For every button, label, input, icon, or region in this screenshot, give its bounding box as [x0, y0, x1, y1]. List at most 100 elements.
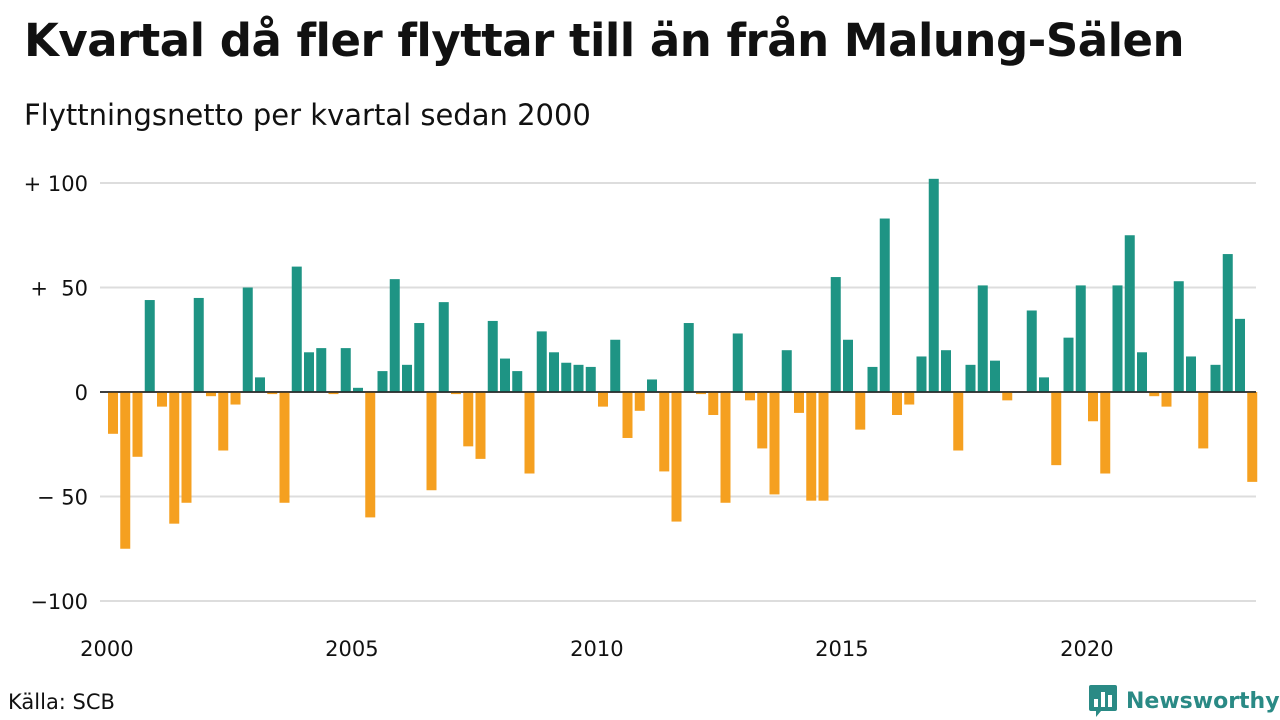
bar [561, 362, 572, 392]
bar [916, 356, 927, 392]
bar [1026, 310, 1037, 392]
x-tick-label: 2020 [1060, 637, 1113, 661]
bar [953, 392, 964, 451]
bar [928, 178, 939, 392]
bar [671, 392, 682, 522]
bar [1161, 392, 1172, 407]
source-note: Källa: SCB [8, 690, 115, 714]
bar [781, 350, 792, 392]
bar [879, 218, 890, 392]
bar [218, 392, 229, 451]
bar [769, 392, 780, 495]
y-tick-label: + 100 [24, 172, 88, 196]
chart-subtitle: Flyttningsnetto per kvartal sedan 2000 [24, 98, 591, 132]
bar [426, 392, 437, 491]
bar [414, 323, 425, 392]
bar [1112, 285, 1123, 392]
bar [855, 392, 866, 430]
bar [402, 364, 412, 392]
bar [1198, 392, 1209, 449]
y-tick-label: −100 [30, 590, 88, 614]
bar [622, 392, 633, 438]
y-tick-label: − 50 [37, 486, 88, 510]
bar [1002, 392, 1013, 401]
bar [120, 392, 131, 549]
bar [206, 392, 216, 397]
bar [549, 352, 559, 392]
bar [230, 392, 241, 405]
bar [1210, 364, 1221, 392]
bar [304, 352, 314, 392]
bar [965, 364, 976, 392]
bar [683, 323, 694, 392]
x-tick-label: 2000 [80, 637, 133, 661]
bar [267, 392, 278, 395]
bar [132, 392, 143, 457]
bar [1063, 337, 1074, 392]
bar [463, 392, 474, 447]
bar [157, 392, 167, 407]
bar [647, 379, 657, 392]
bar [573, 364, 584, 392]
bar [818, 392, 829, 501]
bar [1051, 392, 1062, 466]
bar [181, 392, 192, 503]
bar-chart-speech-bubble-icon [1089, 685, 1117, 717]
bar [340, 348, 351, 392]
bar [1222, 254, 1233, 392]
chart-title: Kvartal då fler flyttar till än från Mal… [24, 14, 1185, 67]
y-axis-labels: + 100 + 50 0 − 50 −100 [24, 172, 88, 614]
bar [794, 392, 804, 413]
bar [659, 392, 670, 472]
bar [696, 392, 706, 395]
x-tick-label: 2010 [570, 637, 623, 661]
bar [193, 297, 204, 392]
bar [720, 392, 731, 503]
bar [1247, 392, 1258, 482]
bar [291, 266, 302, 392]
bar [941, 350, 951, 392]
bar [843, 339, 853, 392]
bar [365, 392, 376, 518]
bars [100, 178, 1258, 549]
bar [316, 348, 327, 392]
brand-logo: Newsworthy [1088, 684, 1280, 718]
bar [512, 371, 523, 392]
bar [279, 392, 290, 503]
bar [389, 279, 400, 392]
bar [745, 392, 755, 401]
bar [1173, 281, 1184, 392]
bar [353, 387, 363, 392]
bar [144, 300, 155, 392]
x-tick-label: 2005 [325, 637, 378, 661]
bar [328, 392, 339, 395]
bar [536, 331, 547, 392]
bar [1149, 392, 1160, 397]
x-tick-label: 2015 [815, 637, 868, 661]
bar [1137, 352, 1147, 392]
bar [1235, 318, 1245, 392]
bar [634, 392, 645, 411]
bar [242, 287, 253, 392]
bar [977, 285, 988, 392]
bar [475, 392, 486, 459]
bar [990, 360, 1000, 392]
bar [892, 392, 902, 415]
bar [1186, 356, 1196, 392]
x-axis-labels: 2000 2005 2010 2015 2020 [80, 637, 1113, 661]
bar [1039, 377, 1049, 392]
bar [598, 392, 608, 407]
bar [708, 392, 719, 415]
brand-name: Newsworthy [1126, 688, 1280, 714]
bar [500, 358, 510, 392]
bar [732, 333, 743, 392]
bar [1124, 235, 1135, 392]
bar [867, 366, 878, 392]
bar [377, 371, 388, 392]
bar [757, 392, 768, 449]
bar [1100, 392, 1111, 474]
bar [1088, 392, 1098, 422]
bar [806, 392, 817, 501]
bar [585, 366, 596, 392]
